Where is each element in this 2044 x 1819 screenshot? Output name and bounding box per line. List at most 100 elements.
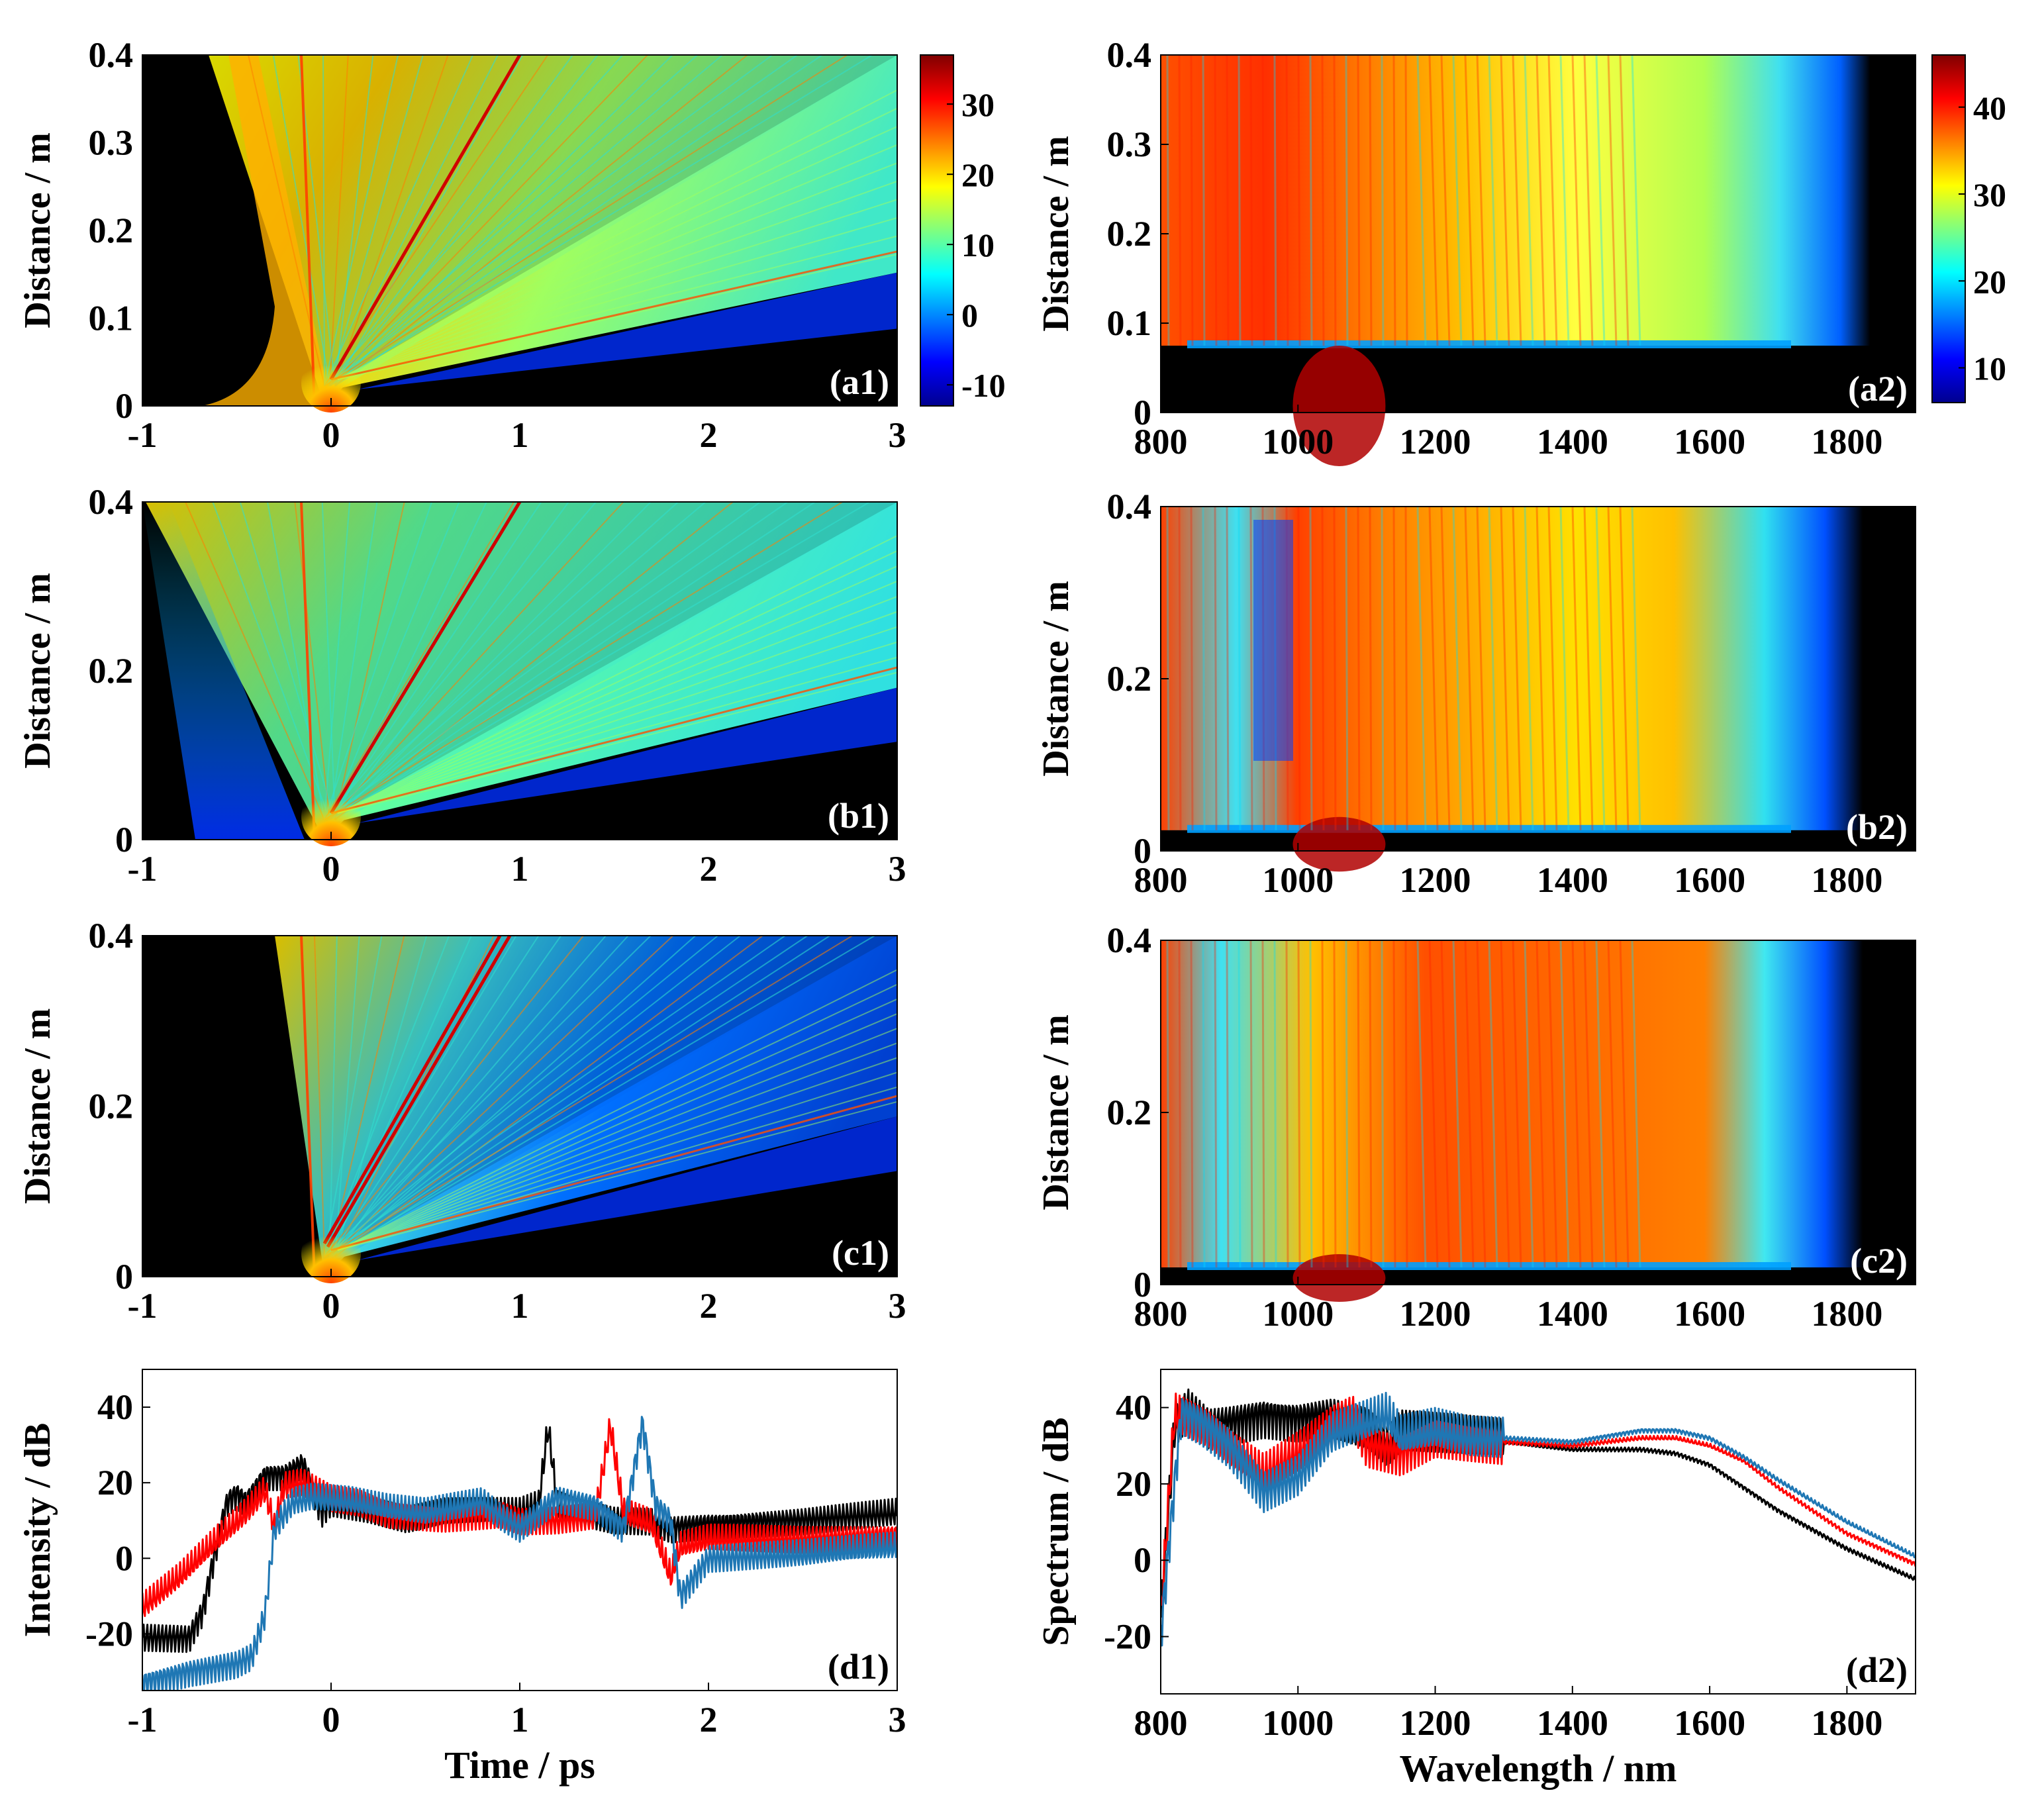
x-tick-label: 1200	[1400, 422, 1471, 462]
spectral-fringe	[1178, 940, 1182, 1268]
x-tick-label: 1600	[1674, 1703, 1745, 1743]
x-tick-label: 2	[700, 849, 718, 889]
temporal-tail-band	[358, 687, 897, 823]
temporal-fringe	[329, 54, 424, 387]
x-tick-label: 800	[1134, 1294, 1188, 1334]
temporal-fringe	[329, 935, 741, 1257]
spectral-fringe	[1321, 506, 1325, 830]
spectral-fringe	[1214, 506, 1218, 830]
temporal-fringe	[337, 144, 898, 380]
soliton-trajectory	[329, 501, 522, 814]
spectral-fringe	[1571, 940, 1582, 1268]
x-tick-label: 1200	[1400, 860, 1471, 900]
temporal-fringe	[324, 935, 652, 1257]
spectral-fringe	[1428, 54, 1439, 346]
temporal-fringe	[337, 641, 898, 814]
temporal-fringe	[324, 501, 843, 820]
series-group	[1161, 1388, 1916, 1647]
spectral-fringe	[1381, 54, 1385, 346]
spectral-broadened-region	[1161, 55, 1916, 346]
spectral-fringe	[1595, 54, 1606, 346]
temporal-fringe	[324, 501, 515, 820]
x-tick-label: 1400	[1537, 1294, 1608, 1334]
temporal-fringe	[337, 969, 898, 1251]
axes-d2: 800 1000 1200 1400 1600 1800 -20 0 20 40 Spectrum …	[1036, 1369, 1916, 1790]
temporal-fringe	[324, 501, 433, 820]
soliton-trajectory	[330, 1095, 898, 1252]
spectral-fringe	[1249, 506, 1253, 830]
spectral-fringe	[1345, 506, 1349, 830]
spectral-fringe	[1464, 506, 1475, 830]
spectral-fringe	[1321, 940, 1325, 1268]
y-tick-label: 0.4	[1107, 487, 1152, 526]
y-tick-label: 40	[1116, 1388, 1151, 1428]
x-tick-label: 1200	[1400, 1294, 1471, 1334]
colorbar-tick-label: 20	[961, 156, 995, 193]
x-tick-label: 1400	[1537, 422, 1608, 462]
heatmap-b2	[1161, 506, 1916, 872]
spectral-fringe	[1452, 54, 1463, 346]
colorbar-tick-label: 40	[1973, 89, 2006, 126]
temporal-fringe	[334, 54, 374, 387]
spectral-fringe	[1297, 506, 1301, 830]
spectral-fringe	[1452, 506, 1463, 830]
spectral-fringe	[1309, 506, 1313, 830]
x-tick-label: 2	[700, 415, 718, 455]
temporal-fringe	[212, 501, 330, 820]
temporal-fringe	[337, 565, 898, 814]
temporal-fringe	[329, 54, 873, 387]
temporal-fringe	[329, 54, 648, 387]
series-red	[142, 1418, 897, 1617]
temporal-fringe	[324, 501, 351, 820]
temporal-fringe	[324, 54, 773, 387]
spectral-fringe	[1357, 940, 1361, 1268]
temporal-fringe	[334, 54, 823, 387]
temporal-fringe	[329, 54, 573, 387]
series-blue	[1161, 1391, 1916, 1647]
temporal-tail-band	[358, 1116, 897, 1260]
y-tick-label: 0.4	[1107, 920, 1152, 960]
pump-pulse	[301, 787, 361, 846]
y-tick-label: 40	[97, 1387, 133, 1427]
spectral-fringe	[1631, 506, 1641, 830]
temporal-fringe	[337, 162, 898, 380]
temporal-fringe	[337, 1013, 898, 1251]
temporal-fringe	[329, 935, 338, 1257]
x-tick-label: 1800	[1811, 422, 1882, 462]
spectral-fringe	[1392, 54, 1396, 346]
y-tick-label: 0.1	[1107, 303, 1152, 343]
x-tick-label: 800	[1134, 422, 1188, 462]
temporal-leading-edge	[202, 55, 331, 406]
x-tick-label: 0	[322, 1286, 340, 1326]
plot-frame	[1160, 1369, 1916, 1695]
temporal-fringe	[337, 217, 898, 380]
temporal-fringe	[337, 1057, 898, 1251]
x-tick-label: 3	[889, 1286, 906, 1326]
temporal-fringe	[334, 935, 697, 1257]
spectral-fringe	[1488, 940, 1498, 1268]
heatmap-a2	[1161, 54, 1916, 466]
spectral-fringe	[1595, 940, 1606, 1268]
temporal-fringe	[337, 998, 898, 1251]
spectral-fringe	[1261, 54, 1265, 346]
spectral-fringe	[1285, 54, 1289, 346]
temporal-fringe	[337, 199, 898, 380]
x-tick-label: 1400	[1537, 1703, 1608, 1743]
x-tick-label: 3	[889, 849, 906, 889]
y-tick-label: 0.4	[89, 916, 134, 956]
temporal-fringe	[329, 501, 542, 820]
y-tick-label: 0.3	[89, 123, 134, 163]
temporal-fringe	[337, 89, 898, 380]
spectral-fringe	[1512, 54, 1522, 346]
spectral-fringe	[1202, 506, 1206, 830]
colorbar-a2: 40 30 20 10	[1931, 54, 2006, 403]
x-tick-label: -1	[128, 415, 158, 455]
y-tick-label: 0.2	[89, 651, 134, 691]
spectral-fringe	[1357, 506, 1361, 830]
temporal-fringe	[329, 501, 706, 820]
spectral-fringe	[1512, 940, 1522, 1268]
x-tick-label: 800	[1134, 860, 1188, 900]
spectral-fringe	[1631, 54, 1641, 346]
pump-spectrum	[1292, 816, 1386, 872]
series-group	[142, 1416, 897, 1691]
